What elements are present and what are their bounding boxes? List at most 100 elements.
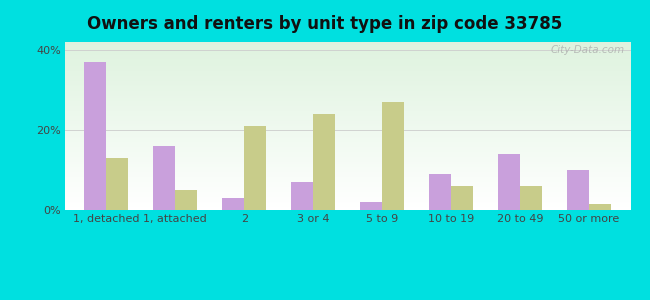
Bar (176, 190, 198, 210)
Bar (65, 209, 630, 210)
Bar (65, 198, 630, 199)
Bar (65, 131, 630, 132)
Bar (65, 190, 630, 191)
Bar (65, 149, 630, 150)
Bar (65, 95, 630, 96)
Bar (65, 102, 630, 103)
Bar (65, 132, 630, 133)
Bar (65, 137, 630, 138)
Bar (65, 118, 630, 119)
Bar (65, 98, 630, 99)
Bar (65, 150, 630, 151)
Bar (65, 206, 630, 207)
Bar (65, 124, 630, 125)
Bar (65, 103, 630, 104)
Bar (65, 93, 630, 94)
Bar (65, 178, 630, 179)
Bar (65, 48, 630, 49)
Bar (65, 138, 630, 139)
Bar (65, 61, 630, 62)
Bar (451, 186, 473, 210)
Bar (65, 134, 630, 135)
Bar (65, 109, 630, 110)
Bar (65, 153, 630, 154)
Bar (65, 94, 630, 95)
Bar (65, 140, 630, 141)
Bar (65, 175, 630, 176)
Bar (65, 168, 630, 169)
Bar (360, 202, 382, 210)
Bar (65, 161, 630, 162)
Bar (65, 105, 630, 106)
Bar (65, 44, 630, 45)
Bar (65, 119, 630, 120)
Bar (65, 125, 630, 126)
Bar (65, 120, 630, 121)
Bar (65, 204, 630, 205)
Bar (65, 128, 630, 129)
Bar (65, 113, 630, 114)
Bar (65, 163, 630, 164)
Bar (65, 154, 630, 155)
Bar (65, 89, 630, 90)
Bar (65, 111, 630, 112)
Text: City-Data.com: City-Data.com (551, 45, 625, 56)
Bar (65, 85, 630, 86)
Bar (65, 160, 630, 161)
Bar (65, 202, 630, 203)
Bar (65, 116, 630, 117)
Bar (65, 50, 630, 51)
Bar (65, 193, 630, 194)
Bar (65, 205, 630, 206)
Bar (65, 84, 630, 85)
Bar (65, 88, 630, 89)
Bar (65, 65, 630, 66)
Text: Owners and renters by unit type in zip code 33785: Owners and renters by unit type in zip c… (87, 15, 563, 33)
Bar (65, 53, 630, 54)
Bar (65, 183, 630, 184)
Bar (65, 146, 630, 147)
Bar (65, 180, 630, 181)
Bar (65, 43, 630, 44)
Bar (65, 74, 630, 75)
Bar (65, 108, 630, 109)
Bar (84, 62, 107, 210)
Bar (65, 142, 630, 143)
Bar (65, 145, 630, 146)
Bar (65, 148, 630, 149)
Bar (65, 77, 630, 78)
Bar (65, 66, 630, 67)
Bar (65, 170, 630, 171)
Bar (65, 59, 630, 60)
Bar (65, 162, 630, 163)
Bar (65, 46, 630, 47)
Bar (313, 114, 335, 210)
Bar (65, 118, 630, 119)
Bar (65, 197, 630, 198)
Bar (65, 139, 630, 140)
Bar (65, 155, 630, 156)
Bar (65, 147, 630, 148)
Bar (65, 160, 630, 161)
Bar (65, 188, 630, 189)
Bar (65, 100, 630, 101)
Bar (65, 195, 630, 196)
Bar (153, 146, 176, 210)
Bar (65, 184, 630, 185)
Bar (65, 96, 630, 97)
Bar (65, 157, 630, 158)
Bar (291, 182, 313, 210)
Bar (429, 174, 451, 210)
Bar (65, 136, 630, 137)
Bar (65, 186, 630, 187)
Bar (65, 192, 630, 193)
Bar (65, 78, 630, 79)
Bar (65, 151, 630, 152)
Bar (65, 122, 630, 123)
Bar (382, 102, 404, 210)
Bar (520, 186, 542, 210)
Bar (65, 133, 630, 134)
Bar (65, 68, 630, 69)
Bar (65, 101, 630, 102)
Bar (65, 144, 630, 145)
